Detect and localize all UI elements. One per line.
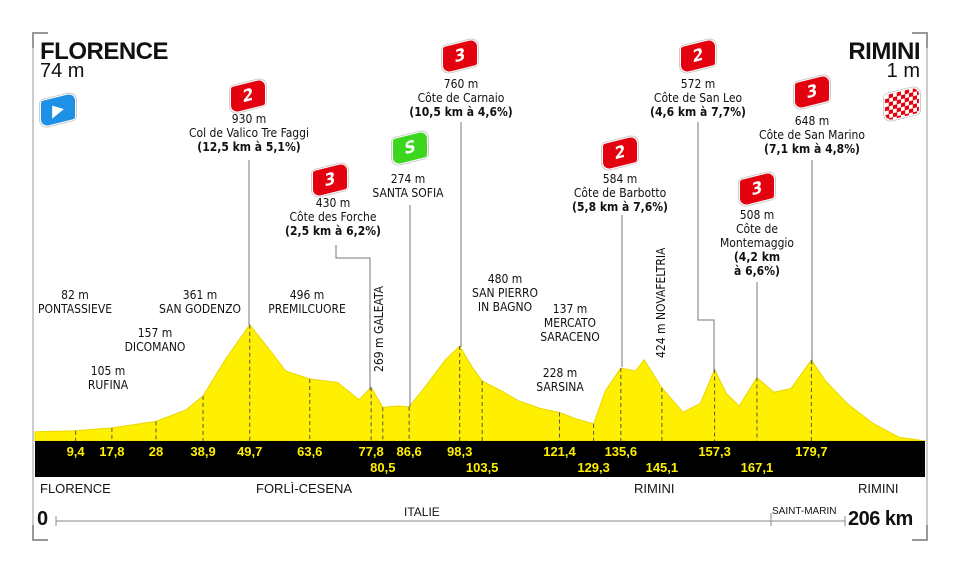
leader-line: [335, 245, 371, 390]
climb-label: 430 m Côte des Forche (2,5 km à 6,2%): [285, 196, 381, 238]
distance-start: 0: [37, 508, 48, 530]
km-mark-label: 121,4: [543, 444, 576, 459]
km-mark-label: 80,5: [370, 460, 396, 475]
km-mark-label: 135,6: [604, 444, 638, 459]
place-label: 137 m MERCATO SARACENO: [540, 302, 600, 344]
country-label: SAINT-MARIN: [772, 506, 837, 517]
region-label: FORLÌ-CESENA: [256, 481, 353, 496]
km-mark-label: 179,7: [795, 444, 828, 459]
region-label: RIMINI: [858, 481, 899, 496]
country-label: ITALIE: [404, 505, 440, 519]
km-mark-label: 103,5: [465, 460, 499, 475]
km-mark-label: 9,4: [66, 444, 85, 459]
climb-label: 930 m Col de Valico Tre Faggi (12,5 km à 5…: [188, 112, 310, 154]
km-mark-label: 98,3: [447, 444, 473, 459]
place-label: 157 m DICOMANO: [124, 326, 186, 354]
climb-label: 584 m Côte de Barbotto (5,8 km à 7,6%): [572, 172, 668, 214]
km-mark-label: 49,7: [237, 444, 263, 459]
place-label: 105 m RUFINA: [87, 364, 129, 392]
climb-label: 648 m Côte de San Marino (7,1 km à 4,8%): [759, 114, 865, 156]
place-label: 361 m SAN GODENZO: [159, 288, 241, 316]
km-mark-label: 167,1: [740, 460, 774, 475]
leader-line: [697, 122, 715, 372]
place-label: 480 m SAN PIERRO IN BAGNO: [472, 272, 538, 314]
frame-corner: [912, 525, 928, 541]
km-mark-label: 86,6: [396, 444, 422, 459]
finish-altitude: 1 m: [886, 60, 920, 82]
km-mark-label: 17,8: [99, 444, 125, 459]
place-label-vertical: 424 m NOVAFELTRIA: [654, 247, 668, 358]
km-mark-label: 145,1: [645, 460, 679, 475]
km-mark-label: 129,3: [577, 460, 610, 475]
elevation-profile-area: [34, 323, 926, 442]
climb-label: 760 m Côte de Carnaio (10,5 km à 4,6%): [409, 77, 513, 119]
start-altitude: 74 m: [40, 60, 85, 82]
place-label-vertical: 269 m GALEATA: [372, 285, 386, 372]
distance-end: 206 km: [848, 508, 913, 530]
sprint-label: 274 m SANTA SOFIA: [372, 172, 444, 200]
climb-label: 508 m Côte de Montemaggio (4,2 km à 6,6%): [719, 208, 795, 278]
climb-label: 572 m Côte de San Leo (4,6 km à 7,7%): [650, 77, 746, 119]
km-mark-label: 28: [148, 444, 164, 459]
place-label: 496 m PREMILCUORE: [268, 288, 346, 316]
km-mark-label: 38,9: [190, 444, 216, 459]
km-band: [35, 441, 925, 477]
region-label: RIMINI: [634, 481, 675, 496]
region-label: FLORENCE: [40, 481, 111, 496]
place-label: 228 m SARSINA: [536, 366, 584, 394]
km-mark-label: 63,6: [297, 444, 323, 459]
km-mark-label: 157,3: [698, 444, 731, 459]
km-mark-label: 77,8: [358, 444, 384, 459]
finish-city: RIMINI: [848, 38, 920, 65]
start-city: FLORENCE: [40, 38, 169, 65]
place-label: 82 m PONTASSIEVE: [37, 288, 113, 316]
